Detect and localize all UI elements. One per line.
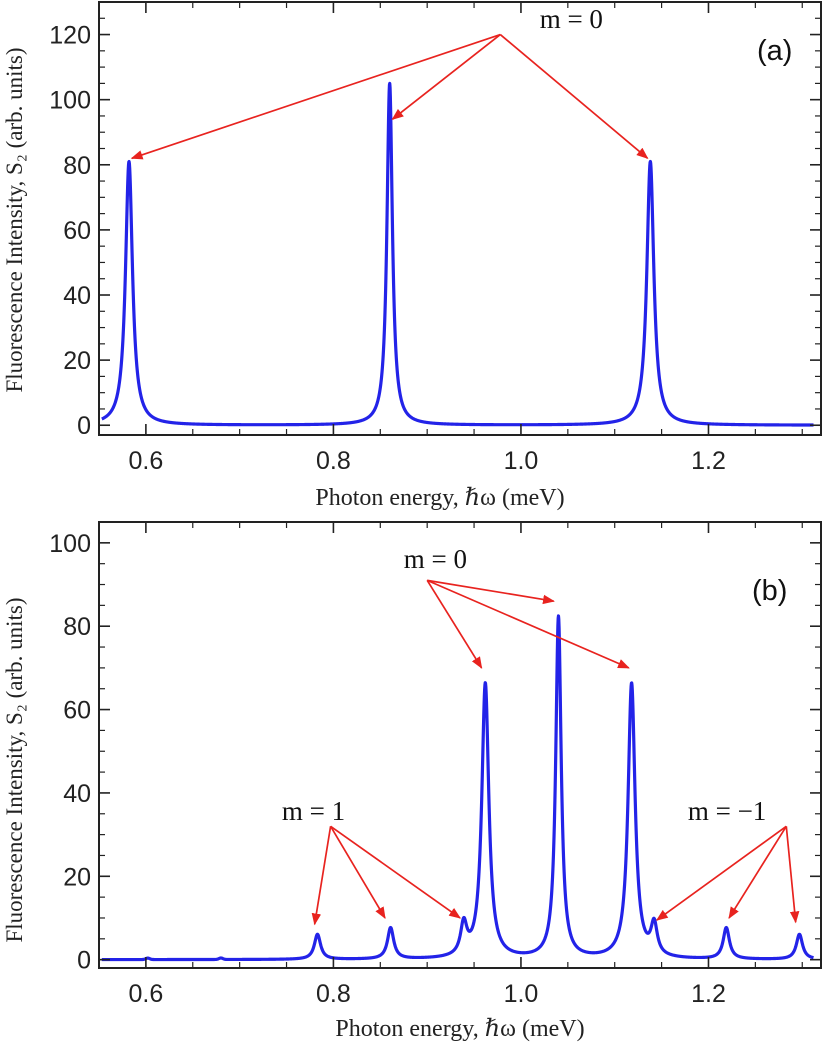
y-axis-label: Fluorescence Intensity, S₂ (arb. units): [2, 47, 27, 392]
spectrum-line: [100, 614, 815, 962]
y-tick-label: 0: [77, 412, 91, 440]
y-tick-label: 100: [49, 530, 91, 558]
x-tick-label: 1.0: [504, 447, 539, 475]
x-tick-label: 1.0: [504, 980, 539, 1008]
annotation-arrow: [427, 579, 555, 605]
annotation-label: m = −1: [688, 796, 766, 826]
annotation-arrow: [311, 826, 332, 926]
y-tick-label: 20: [63, 347, 91, 375]
y-tick-label: 60: [63, 697, 91, 725]
x-tick-label: 0.6: [129, 980, 164, 1008]
annotation-arrow: [728, 825, 788, 919]
chart-panel-b: 0.6 0.8 1.0 1.2 0 20 40 60 80 100 m = 0 m = 1 m = −…: [2, 521, 822, 1042]
annotation-arrow: [130, 33, 501, 160]
spectrum-line: [100, 81, 815, 427]
y-tick-label: 20: [63, 863, 91, 891]
peak-point: [798, 933, 801, 935]
x-axis-label: Photon energy, ℏω (meV): [335, 1016, 584, 1042]
peak-point: [630, 682, 633, 684]
peak-point: [463, 916, 465, 919]
x-axis-label: Photon energy, ℏω (meV): [315, 485, 564, 511]
annotation-label: m = 1: [282, 796, 345, 826]
y-tick-label: 80: [63, 152, 91, 180]
x-tick-label: 1.2: [691, 980, 726, 1008]
plot-frame: [98, 1, 822, 436]
peak-point: [649, 160, 651, 163]
panel-label: (b): [752, 575, 787, 607]
peak-point: [653, 917, 655, 919]
peak-point: [389, 82, 391, 84]
annotation-arrow: [655, 825, 787, 921]
x-tick-label: 0.8: [316, 447, 351, 475]
x-tick-label: 0.6: [129, 447, 164, 475]
annotation-arrow: [426, 579, 483, 669]
y-tick-label: 120: [49, 22, 91, 50]
y-tick-label: 100: [49, 87, 91, 115]
plot-frame: [98, 521, 822, 969]
peak-point: [484, 682, 486, 684]
y-tick-label: 60: [63, 217, 91, 245]
peak-point: [390, 926, 392, 929]
annotation-label: m = 0: [540, 4, 603, 34]
y-tick-label: 40: [63, 780, 91, 808]
y-tick-label: 80: [63, 613, 91, 641]
panel-label: (a): [757, 35, 792, 67]
annotation-label: m = 0: [404, 544, 467, 574]
annotation-arrow: [329, 825, 386, 920]
y-axis-label: Fluorescence Intensity, S₂ (arb. units): [2, 597, 27, 942]
annotation-arrow: [426, 579, 630, 669]
peak-point: [316, 933, 319, 935]
y-tick-label: 0: [77, 947, 91, 975]
annotation-arrow: [785, 826, 800, 924]
chart-panel-a: 0.6 0.8 1.0 1.2 0 20 40 60 80 100 120 m = 0 (a) Ph…: [2, 1, 822, 511]
peak-point: [128, 160, 130, 163]
annotation-arrow: [499, 33, 649, 160]
x-tick-label: 1.2: [691, 447, 726, 475]
annotation-arrow: [391, 33, 501, 120]
x-tick-label: 0.8: [316, 980, 351, 1008]
peak-point: [725, 926, 727, 929]
peak-point: [557, 615, 560, 617]
y-tick-label: 40: [63, 282, 91, 310]
annotation-arrow: [330, 825, 461, 919]
